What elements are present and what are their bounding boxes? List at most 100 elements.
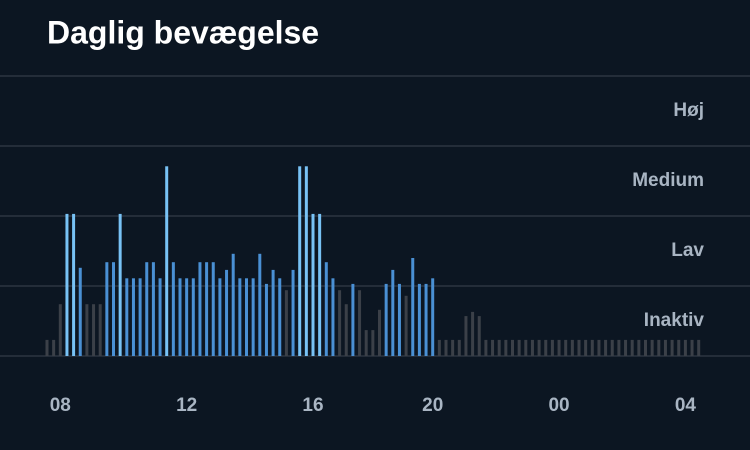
bar [65,213,69,356]
bar [437,339,441,356]
bar [251,278,255,356]
bar [604,339,608,356]
bar [391,269,395,356]
bar [617,339,621,356]
bar [92,304,96,356]
bar [258,253,262,356]
bar [530,339,534,356]
bar [484,339,488,356]
bar [72,213,76,356]
chart-title: Daglig bevægelse [47,14,319,50]
bar [451,339,455,356]
bar [670,339,674,356]
bar [444,339,448,356]
bar [504,339,508,356]
bar [238,278,242,356]
x-tick-label: 04 [675,395,697,416]
bar [497,339,501,356]
bar [138,278,142,356]
bar [331,278,335,356]
bar [690,339,694,356]
bar [477,316,481,356]
bar [511,339,514,356]
bar [131,278,135,356]
bar [630,339,634,356]
bar [384,283,388,356]
bar [338,290,342,356]
bar [457,339,461,356]
bar [564,339,568,356]
bar [118,213,122,356]
bar [397,283,401,356]
bar [597,339,601,356]
bar [231,253,235,356]
bar [351,283,355,356]
x-tick-label: 00 [548,395,569,416]
bar [318,213,322,356]
bar [171,262,175,356]
bar [112,262,115,356]
bar [371,330,375,356]
bar [524,339,528,356]
y-tick-label: Medium [632,170,704,191]
bar [105,262,109,356]
bar [158,278,162,356]
bar [278,278,282,356]
bar [211,262,215,356]
bar [311,213,315,356]
bar [624,339,628,356]
bar [650,339,654,356]
bar [78,267,82,356]
bar [557,339,561,356]
bar [304,166,308,356]
bar [85,304,89,356]
bar [637,339,641,356]
bar [697,339,701,356]
bar [590,339,594,356]
bar [378,309,381,356]
bar [198,262,202,356]
bar [544,339,548,356]
bar [344,304,348,356]
bar [45,339,49,356]
bar [271,269,275,356]
bar [471,311,475,356]
bar [577,339,581,356]
bar [683,339,687,356]
bar [424,283,428,356]
bar [517,339,521,356]
bar [404,295,408,356]
bar [225,269,229,356]
bar [364,330,368,356]
bar [358,290,362,356]
bar [324,262,328,356]
bar [570,339,574,356]
bar [284,290,288,356]
bar [537,339,541,356]
bar [584,339,588,356]
bar [125,278,129,356]
bar [178,278,182,356]
y-tick-label: Inaktiv [644,310,705,331]
bar [151,262,155,356]
bar [491,339,495,356]
bar [677,339,681,356]
bar [218,278,222,356]
bar [98,304,102,356]
bar [165,166,169,356]
x-tick-label: 08 [50,395,71,416]
bar [431,278,435,356]
bar [145,262,149,356]
bar [205,262,209,356]
bar [291,269,295,356]
bar [644,339,647,356]
bar [663,339,667,356]
bar [191,278,195,356]
bar [245,278,248,356]
bar [185,278,189,356]
x-tick-label: 16 [302,395,323,416]
bar [52,339,56,356]
